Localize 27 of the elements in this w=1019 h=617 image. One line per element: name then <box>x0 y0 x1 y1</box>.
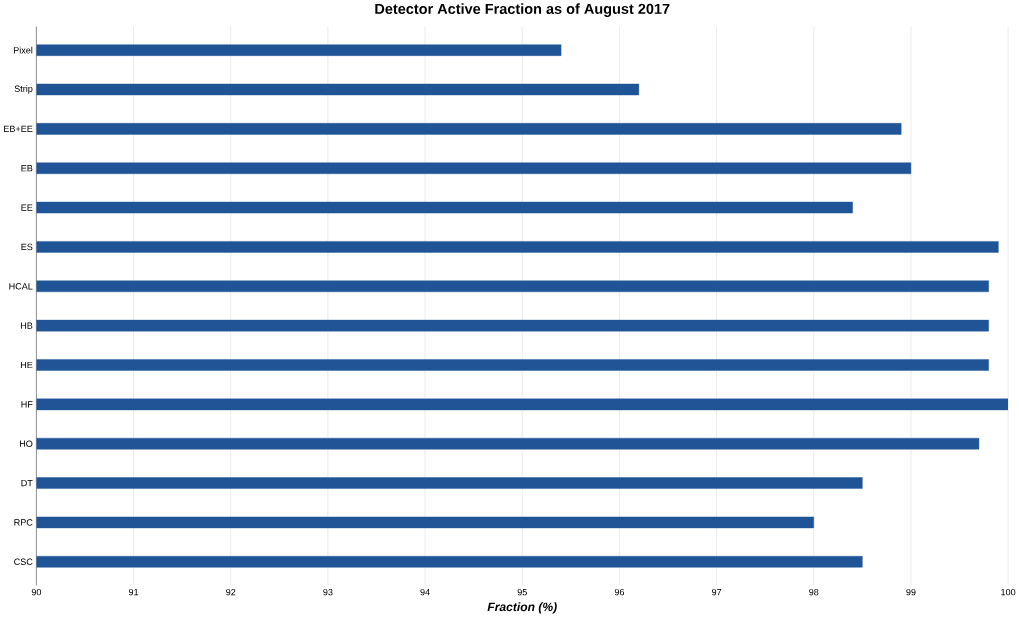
y-tick-label: RPC <box>14 519 33 526</box>
x-tick-label: 91 <box>128 588 139 596</box>
y-tick-label: HO <box>19 440 33 447</box>
y-tick-label: HCAL <box>9 283 33 290</box>
x-tick-label: 96 <box>614 588 625 596</box>
x-tick-label: 98 <box>809 588 819 596</box>
y-tick-label: EB <box>21 165 33 172</box>
y-tick-label: HB <box>20 322 33 329</box>
x-tick-label: 93 <box>323 588 333 596</box>
y-tick-label: EB+EE <box>4 125 33 133</box>
x-tick-label: 97 <box>711 588 722 596</box>
y-tick-label: DT <box>21 479 33 487</box>
y-tick-label: HE <box>20 361 33 369</box>
x-tick-label: 90 <box>31 588 42 596</box>
chart-title: Detector Active Fraction as of August 2017 <box>375 3 670 17</box>
x-tick-label: 94 <box>420 588 430 596</box>
x-tick-label: 100 <box>1001 588 1016 596</box>
x-axis-title: Fraction (%) <box>487 602 557 614</box>
y-tick-label: ES <box>21 243 33 251</box>
y-tick-label: EE <box>21 204 33 211</box>
x-tick-label: 99 <box>906 588 916 596</box>
y-tick-label: Strip <box>14 85 33 94</box>
y-tick-label: CSC <box>14 558 33 566</box>
x-tick-label: 95 <box>517 588 527 596</box>
y-tick-label: Pixel <box>13 46 33 54</box>
x-tick-label: 92 <box>226 588 236 596</box>
y-tick-label: HF <box>21 401 33 408</box>
